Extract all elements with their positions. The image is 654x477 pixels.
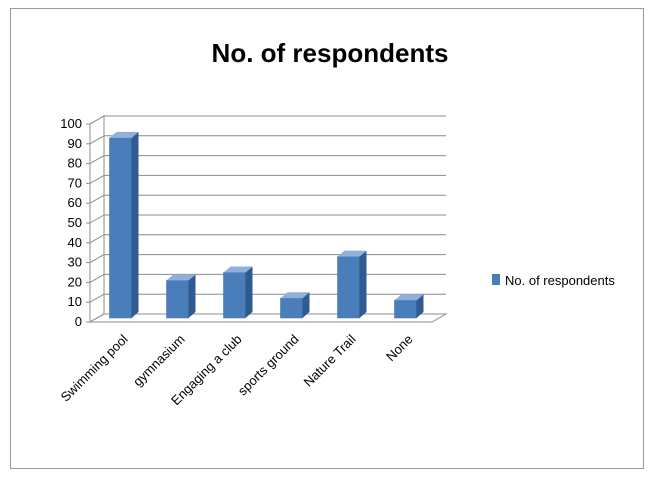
y-tick-label: 20 xyxy=(68,274,82,289)
bar-side xyxy=(302,292,310,318)
bar-top xyxy=(280,292,310,299)
y-tick-label: 40 xyxy=(68,235,82,250)
x-category-label: sports ground xyxy=(235,332,302,399)
y-tick-label: 90 xyxy=(68,136,82,151)
bar-top xyxy=(394,294,424,301)
y-tick-label: 80 xyxy=(68,156,82,171)
bar-front xyxy=(166,280,189,319)
gridline-depth xyxy=(89,155,105,165)
chart-title: No. of respondents xyxy=(212,38,449,68)
bar-side xyxy=(359,250,367,318)
bar-side xyxy=(245,266,253,318)
bar-top xyxy=(166,274,196,281)
bar xyxy=(280,292,310,319)
bar-top xyxy=(337,250,367,257)
gridline-depth xyxy=(89,135,105,145)
bar-front xyxy=(223,272,246,319)
y-tick-label: 30 xyxy=(68,255,82,270)
floor xyxy=(88,313,448,323)
bar-side xyxy=(188,274,196,318)
y-tick-label: 70 xyxy=(68,175,82,190)
gridline-depth xyxy=(89,273,105,283)
chart-walls xyxy=(88,115,448,323)
legend-swatch xyxy=(492,274,500,285)
gridline-depth xyxy=(89,174,105,184)
bar-front xyxy=(337,256,360,319)
bar-top xyxy=(109,131,139,138)
bar xyxy=(337,250,367,319)
x-category-label: gymnasium xyxy=(130,332,188,390)
gridline-depth xyxy=(89,214,105,224)
bar-front xyxy=(280,297,303,319)
bar xyxy=(109,131,139,319)
x-category-label: Swimming pool xyxy=(58,331,131,404)
y-tick-label: 10 xyxy=(68,294,82,309)
y-axis-tick-labels: 0 10 20 30 40 50 60 70 80 90 100 xyxy=(60,116,82,329)
legend: No. of respondents xyxy=(492,273,615,288)
gridlines xyxy=(86,115,446,323)
bars xyxy=(109,131,424,319)
y-tick-label: 60 xyxy=(68,195,82,210)
bar xyxy=(223,266,253,319)
bar xyxy=(394,294,424,319)
bar-side xyxy=(416,294,424,318)
x-category-label: None xyxy=(383,332,416,365)
gridline-depth xyxy=(89,313,105,323)
gridline-depth xyxy=(89,234,105,244)
gridline-depth xyxy=(89,194,105,204)
bar-top xyxy=(223,266,253,273)
gridline-depth xyxy=(89,115,105,125)
gridline-depth xyxy=(89,254,105,264)
y-tick-label: 100 xyxy=(60,116,82,131)
y-tick-label: 50 xyxy=(68,215,82,230)
bar-front xyxy=(109,137,132,319)
y-tick-label: 0 xyxy=(75,314,82,329)
bar xyxy=(166,274,196,319)
bar-front xyxy=(394,299,417,319)
legend-label: No. of respondents xyxy=(505,273,615,288)
x-category-label: Nature Trail xyxy=(300,331,358,389)
bar-side xyxy=(131,131,139,318)
gridline-depth xyxy=(89,293,105,303)
